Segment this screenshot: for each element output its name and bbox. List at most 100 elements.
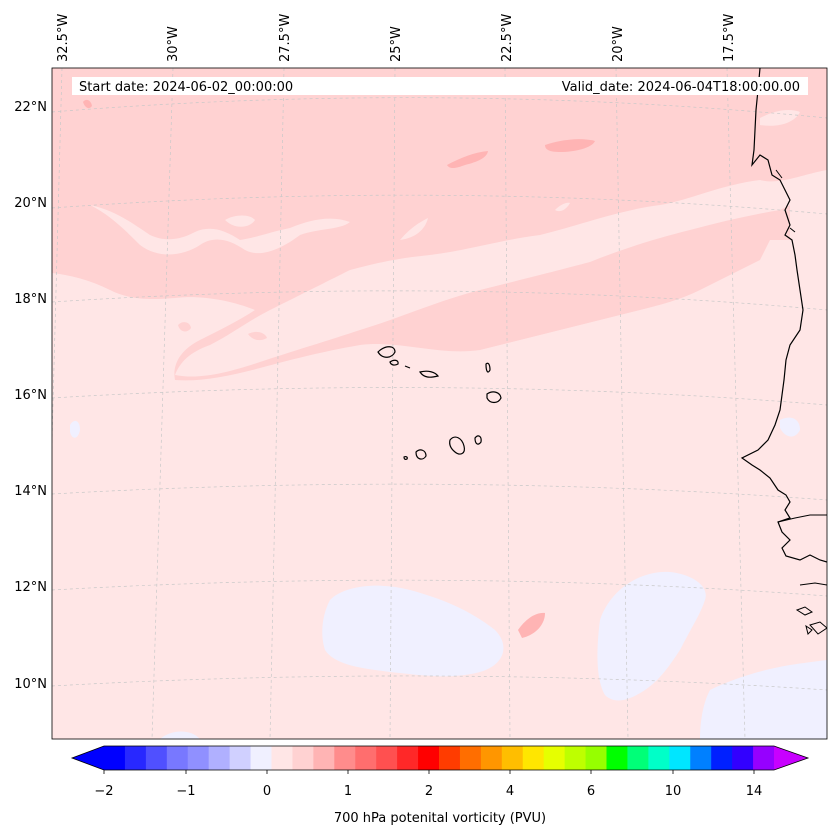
colorbar-segment [208,746,231,770]
lon-label: 17.5°W [722,14,737,62]
colorbar-segment [439,746,461,770]
lon-label: 32.5°W [56,14,71,62]
colorbar-segment [250,746,272,770]
colorbar-segment [397,746,419,770]
graticule [52,68,827,739]
africa-coast-north-bit [775,169,796,233]
colorbar-segment [669,746,691,770]
pv-blob-3 [518,612,545,638]
date-label-box [72,77,808,95]
colorbar-segment [585,746,607,770]
neg-pv-area-4 [70,420,80,438]
island-santo-antao [377,346,396,358]
colorbar-segment [376,746,398,770]
colorbar-tick-label: −1 [176,784,195,799]
map-panel [52,68,827,739]
colorbar-tick-label: 6 [587,784,595,799]
colorbar-extend-low [72,746,104,770]
pv-patch-2 [248,331,267,341]
colorbar-segment [564,746,587,770]
pv-patch-1 [178,322,191,332]
island-santiago [449,436,465,455]
colorbar-segment [166,746,189,770]
pv-band-gap-2 [225,215,255,227]
island-boa-vista [486,391,502,404]
colorbar-segment [145,746,168,770]
island-fogo [415,449,427,460]
neg-pv-area-2 [597,571,706,701]
colorbar-segment [606,746,628,770]
cape-verde-islands [377,346,502,460]
colorbar-tick-label: 2 [425,784,433,799]
colorbar-tick-label: 14 [746,784,763,799]
lat-label: 16°N [14,388,47,403]
lat-label: 14°N [14,484,47,499]
pv-blob-2 [545,139,595,152]
colorbar-segment [313,746,335,770]
colorbar-segment [355,746,377,770]
colorbar-segment [124,746,147,770]
colorbar-segment [418,746,440,770]
colorbar-segment [627,746,649,770]
lon-label: 20°W [611,26,626,62]
colorbar-segment [187,746,210,770]
island-sao-nicolau [419,370,440,378]
colorbar-segment [480,746,503,770]
lon-label: 22.5°W [500,14,515,62]
neg-pv-area-1 [322,585,504,677]
colorbar-tick-labels: −2 −1 0 1 2 4 6 10 14 [94,784,762,799]
colorbar [70,745,810,774]
lon-label: 27.5°W [278,14,293,62]
island-santa-luzia [404,365,411,369]
colorbar-tick-label: 10 [665,784,682,799]
colorbar-segment [292,746,314,770]
neg-pv-area-3 [700,660,827,739]
start-date-label: Start date: 2024-06-02_00:00:00 [79,80,293,95]
pv-band-gap-1 [90,205,350,255]
colorbar-segment [753,746,775,770]
colorbar-segment [732,746,754,770]
latitude-labels: 22°N 20°N 18°N 16°N 14°N 12°N 10°N [14,100,47,692]
colorbar-tick-label: 4 [506,784,514,799]
colorbar-segment [271,746,293,770]
lat-label: 22°N [14,100,47,115]
colorbar-segment [522,746,545,770]
colorbar-tick-label: 1 [344,784,352,799]
colorbar-segment [501,746,524,770]
colorbar-segment [711,746,733,770]
colorbar-segment [543,746,566,770]
guinea-bissau-islands [795,582,827,635]
lat-label: 10°N [14,677,47,692]
island-sao-vicente [389,359,399,366]
valid-date-label: Valid_date: 2024-06-04T18:00:00.00 [562,80,800,95]
gambia-river [777,514,827,523]
colorbar-label: 700 hPa potenital vorticity (PVU) [334,811,546,826]
island-sal [485,362,491,373]
lat-label: 20°N [14,196,47,211]
lat-label: 12°N [14,580,47,595]
africa-coastline [740,68,827,563]
colorbar-tick-label: −2 [94,784,113,799]
colorbar-segment [334,746,356,770]
pv-blob-4 [83,99,92,109]
pv-band-gap-4 [555,202,570,212]
map-frame [51,67,828,740]
island-brava [403,456,408,460]
colorbar-extend-high [774,746,808,770]
colorbar-segment [648,746,670,770]
colorbar-segment [690,746,712,770]
neg-pv-area-5 [160,731,200,739]
colorbar-segment [104,746,126,770]
lon-label: 25°W [389,26,404,62]
neg-pv-area-6 [780,417,800,437]
colorbar-tick-label: 0 [263,784,271,799]
lat-label: 18°N [14,292,47,307]
lon-label: 30°W [166,26,181,62]
colorbar-outline [70,745,810,771]
colorbar-segment [229,746,252,770]
island-maio [474,435,482,445]
colorbar-segment [459,746,482,770]
pv-band-gap-3 [400,218,428,240]
pv-band-gap-5 [760,110,800,126]
